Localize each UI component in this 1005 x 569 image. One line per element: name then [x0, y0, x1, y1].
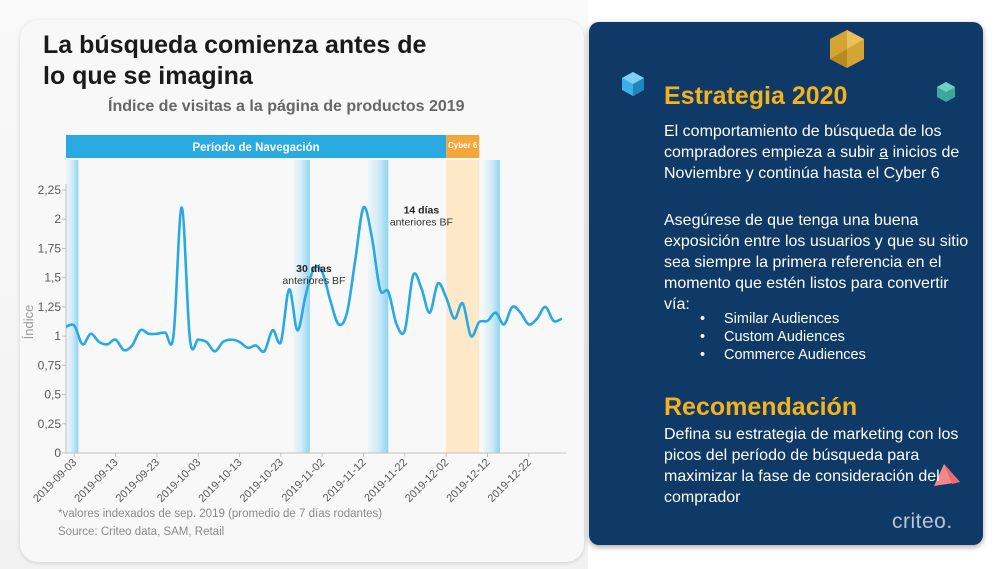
list-item: Custom Audiences: [700, 328, 866, 346]
highlight-period: [66, 160, 79, 453]
annotation-bold: 30 días: [296, 263, 332, 275]
blue-cube-icon: [622, 72, 644, 96]
criteo-logo-text: criteo: [892, 510, 947, 533]
y-axis-label: Índice: [21, 305, 36, 340]
annotation-bold: 14 días: [404, 204, 440, 216]
slide-title-line1: La búsqueda comienza antes de: [43, 31, 427, 59]
strategy-panel: [589, 22, 983, 545]
cyber-band: [446, 135, 480, 158]
x-tick-label: 2019-12-22: [486, 457, 534, 505]
list-item: Similar Audiences: [700, 310, 866, 328]
y-tick-label: 1,5: [44, 271, 61, 285]
y-tick-label: 0: [54, 446, 61, 460]
strategy-paragraph-1-underlined: a: [879, 144, 889, 161]
y-tick-label: 2: [54, 212, 61, 226]
logo-dot: .: [946, 510, 953, 533]
x-tick-label: 2019-12-12: [444, 457, 492, 505]
y-tick-label: 0,25: [38, 417, 62, 431]
navigation-band: [66, 135, 447, 158]
footnote: *valores indexados de sep. 2019 (promedi…: [58, 508, 383, 520]
pink-pyramid-icon: [934, 464, 960, 486]
gold-hexagon-icon: [830, 30, 864, 68]
criteo-logo: criteo.: [892, 510, 953, 534]
cyber-band-label: Cyber 6: [448, 141, 478, 150]
chart-subtitle: Índice de visitas a la página de product…: [108, 98, 465, 115]
highlight-period: [293, 160, 310, 453]
x-tick-label: 2019-12-02: [403, 457, 451, 505]
y-tick-label: 0,75: [38, 358, 62, 372]
y-tick-label: 1: [54, 329, 61, 343]
visits-index-chart: Período de Navegación Cyber 6 0 0,25 0,5 0,75…: [21, 135, 566, 505]
strategy-paragraph-1-b: inicios de Noviembre y continúa hasta el…: [664, 144, 960, 182]
x-tick-label: 2019-09-23: [114, 457, 162, 505]
y-tick-label: 0,5: [44, 388, 61, 402]
strategy-paragraph-1-a: El comportamiento de búsqueda de los com…: [664, 123, 942, 161]
annotation-text: anteriores BF: [390, 216, 453, 228]
strategy-heading: Estrategia 2020: [664, 82, 848, 110]
x-tick-label: 2019-09-03: [31, 457, 79, 505]
x-tick-label: 2019-10-03: [155, 457, 203, 505]
navigation-band-label: Período de Navegación: [192, 142, 319, 154]
annotation-text: anteriores BF: [282, 275, 345, 287]
x-tick-label: 2019-10-13: [196, 457, 244, 505]
highlight-period: [483, 160, 500, 453]
x-tick-label: 2019-09-13: [72, 457, 120, 505]
slide-title: La búsqueda comienza antes de lo que se …: [43, 30, 543, 92]
y-tick-label: 1,75: [38, 241, 62, 255]
series-line: [65, 205, 563, 354]
x-tick-label: 2019-10-23: [238, 457, 286, 505]
x-tick-label: 2019-11-02: [280, 457, 328, 505]
x-tick-label: 2019-11-12: [321, 457, 369, 505]
y-tick-label: 1,25: [38, 300, 62, 314]
y-tick-label: 2,25: [38, 183, 62, 197]
teal-cube-icon: [937, 82, 955, 102]
audience-list: Similar Audiences Custom Audiences Comme…: [700, 310, 866, 364]
recommendation-heading: Recomendación: [664, 393, 858, 421]
strategy-paragraph-1: El comportamiento de búsqueda de los com…: [664, 121, 964, 184]
list-item: Commerce Audiences: [700, 346, 866, 364]
highlight-period: [367, 160, 389, 453]
recommendation-paragraph: Defina su estrategia de marketing con lo…: [664, 426, 959, 506]
slide-title-line2: lo que se imagina: [43, 62, 253, 90]
source-note: Source: Criteo data, SAM, Retail: [58, 526, 225, 538]
strategy-paragraph-2: Asegúrese de que tenga una buena exposic…: [664, 212, 969, 313]
